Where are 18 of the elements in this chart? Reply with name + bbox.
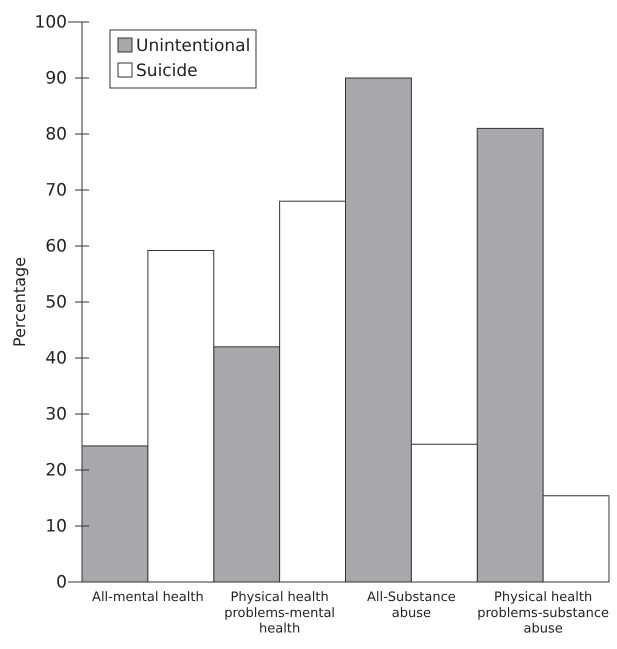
x-tick-label: All-Substance abuse [366, 590, 456, 621]
y-tick-label: 0 [56, 572, 67, 592]
x-tick-label: All-mental health [92, 590, 204, 606]
y-axis-title: Percentage [10, 256, 29, 348]
y-tick-label: 20 [45, 460, 67, 480]
y-tick-label: 70 [45, 180, 67, 200]
legend-label: Unintentional [136, 36, 250, 56]
x-tick-label: Physical health problems-substance abuse [477, 590, 609, 636]
x-tick-label: Physical health problems-mental health [224, 590, 336, 636]
y-tick-label: 60 [45, 236, 67, 256]
legend-label: Suicide [136, 61, 198, 81]
y-tick-label: 100 [34, 12, 67, 32]
y-tick-label: 30 [45, 404, 67, 424]
y-tick-label: 90 [45, 68, 67, 88]
y-tick-label: 10 [45, 516, 67, 536]
y-tick-label: 80 [45, 124, 67, 144]
y-tick-label: 50 [45, 292, 67, 312]
y-tick-label: 40 [45, 348, 67, 368]
